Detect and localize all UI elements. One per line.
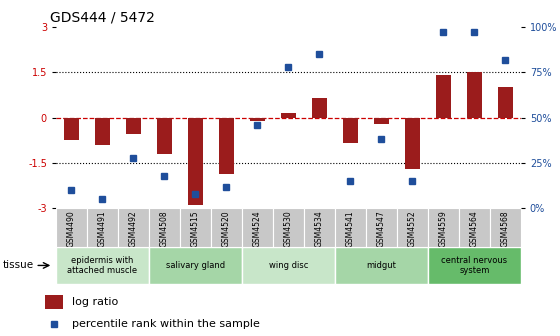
Bar xyxy=(428,247,521,284)
Bar xyxy=(304,208,335,247)
Text: GSM4547: GSM4547 xyxy=(377,210,386,247)
Bar xyxy=(335,247,428,284)
Text: GSM4524: GSM4524 xyxy=(253,210,262,247)
Bar xyxy=(428,208,459,247)
Bar xyxy=(366,208,397,247)
Text: log ratio: log ratio xyxy=(72,297,118,307)
Bar xyxy=(374,118,389,124)
Bar xyxy=(125,118,141,134)
Text: GSM4559: GSM4559 xyxy=(439,210,448,247)
Bar xyxy=(250,118,265,121)
Text: percentile rank within the sample: percentile rank within the sample xyxy=(72,319,259,329)
Text: midgut: midgut xyxy=(366,261,396,270)
Text: GSM4530: GSM4530 xyxy=(284,210,293,247)
Text: GSM4490: GSM4490 xyxy=(67,210,76,247)
Bar xyxy=(188,118,203,205)
Text: central nervous
system: central nervous system xyxy=(441,256,507,275)
Text: GSM4492: GSM4492 xyxy=(129,210,138,247)
Text: wing disc: wing disc xyxy=(269,261,308,270)
Text: epidermis with
attached muscle: epidermis with attached muscle xyxy=(67,256,138,275)
Bar xyxy=(45,295,63,309)
Bar xyxy=(64,118,79,140)
Text: GSM4534: GSM4534 xyxy=(315,210,324,247)
Text: GSM4541: GSM4541 xyxy=(346,210,355,247)
Bar xyxy=(335,208,366,247)
Bar xyxy=(242,247,335,284)
Bar xyxy=(118,208,149,247)
Bar xyxy=(157,118,172,154)
Bar xyxy=(459,208,490,247)
Text: tissue: tissue xyxy=(3,260,34,270)
Text: GSM4508: GSM4508 xyxy=(160,210,169,247)
Bar xyxy=(311,98,327,118)
Bar xyxy=(497,87,513,118)
Text: GSM4491: GSM4491 xyxy=(98,210,107,247)
Text: salivary gland: salivary gland xyxy=(166,261,225,270)
Bar xyxy=(87,208,118,247)
Bar xyxy=(180,208,211,247)
Text: GSM4568: GSM4568 xyxy=(501,210,510,247)
Bar xyxy=(56,247,149,284)
Bar xyxy=(242,208,273,247)
Text: GSM4520: GSM4520 xyxy=(222,210,231,247)
Text: GSM4515: GSM4515 xyxy=(191,210,200,247)
Bar xyxy=(343,118,358,143)
Bar xyxy=(211,208,242,247)
Bar xyxy=(281,113,296,118)
Bar xyxy=(490,208,521,247)
Bar xyxy=(397,208,428,247)
Bar xyxy=(56,208,87,247)
Text: GSM4552: GSM4552 xyxy=(408,210,417,247)
Text: GSM4564: GSM4564 xyxy=(470,210,479,247)
Bar xyxy=(149,208,180,247)
Bar xyxy=(404,118,420,169)
Bar xyxy=(95,118,110,145)
Bar xyxy=(218,118,234,173)
Bar xyxy=(149,247,242,284)
Text: GDS444 / 5472: GDS444 / 5472 xyxy=(50,10,155,24)
Bar xyxy=(466,72,482,118)
Bar xyxy=(273,208,304,247)
Bar xyxy=(436,75,451,118)
